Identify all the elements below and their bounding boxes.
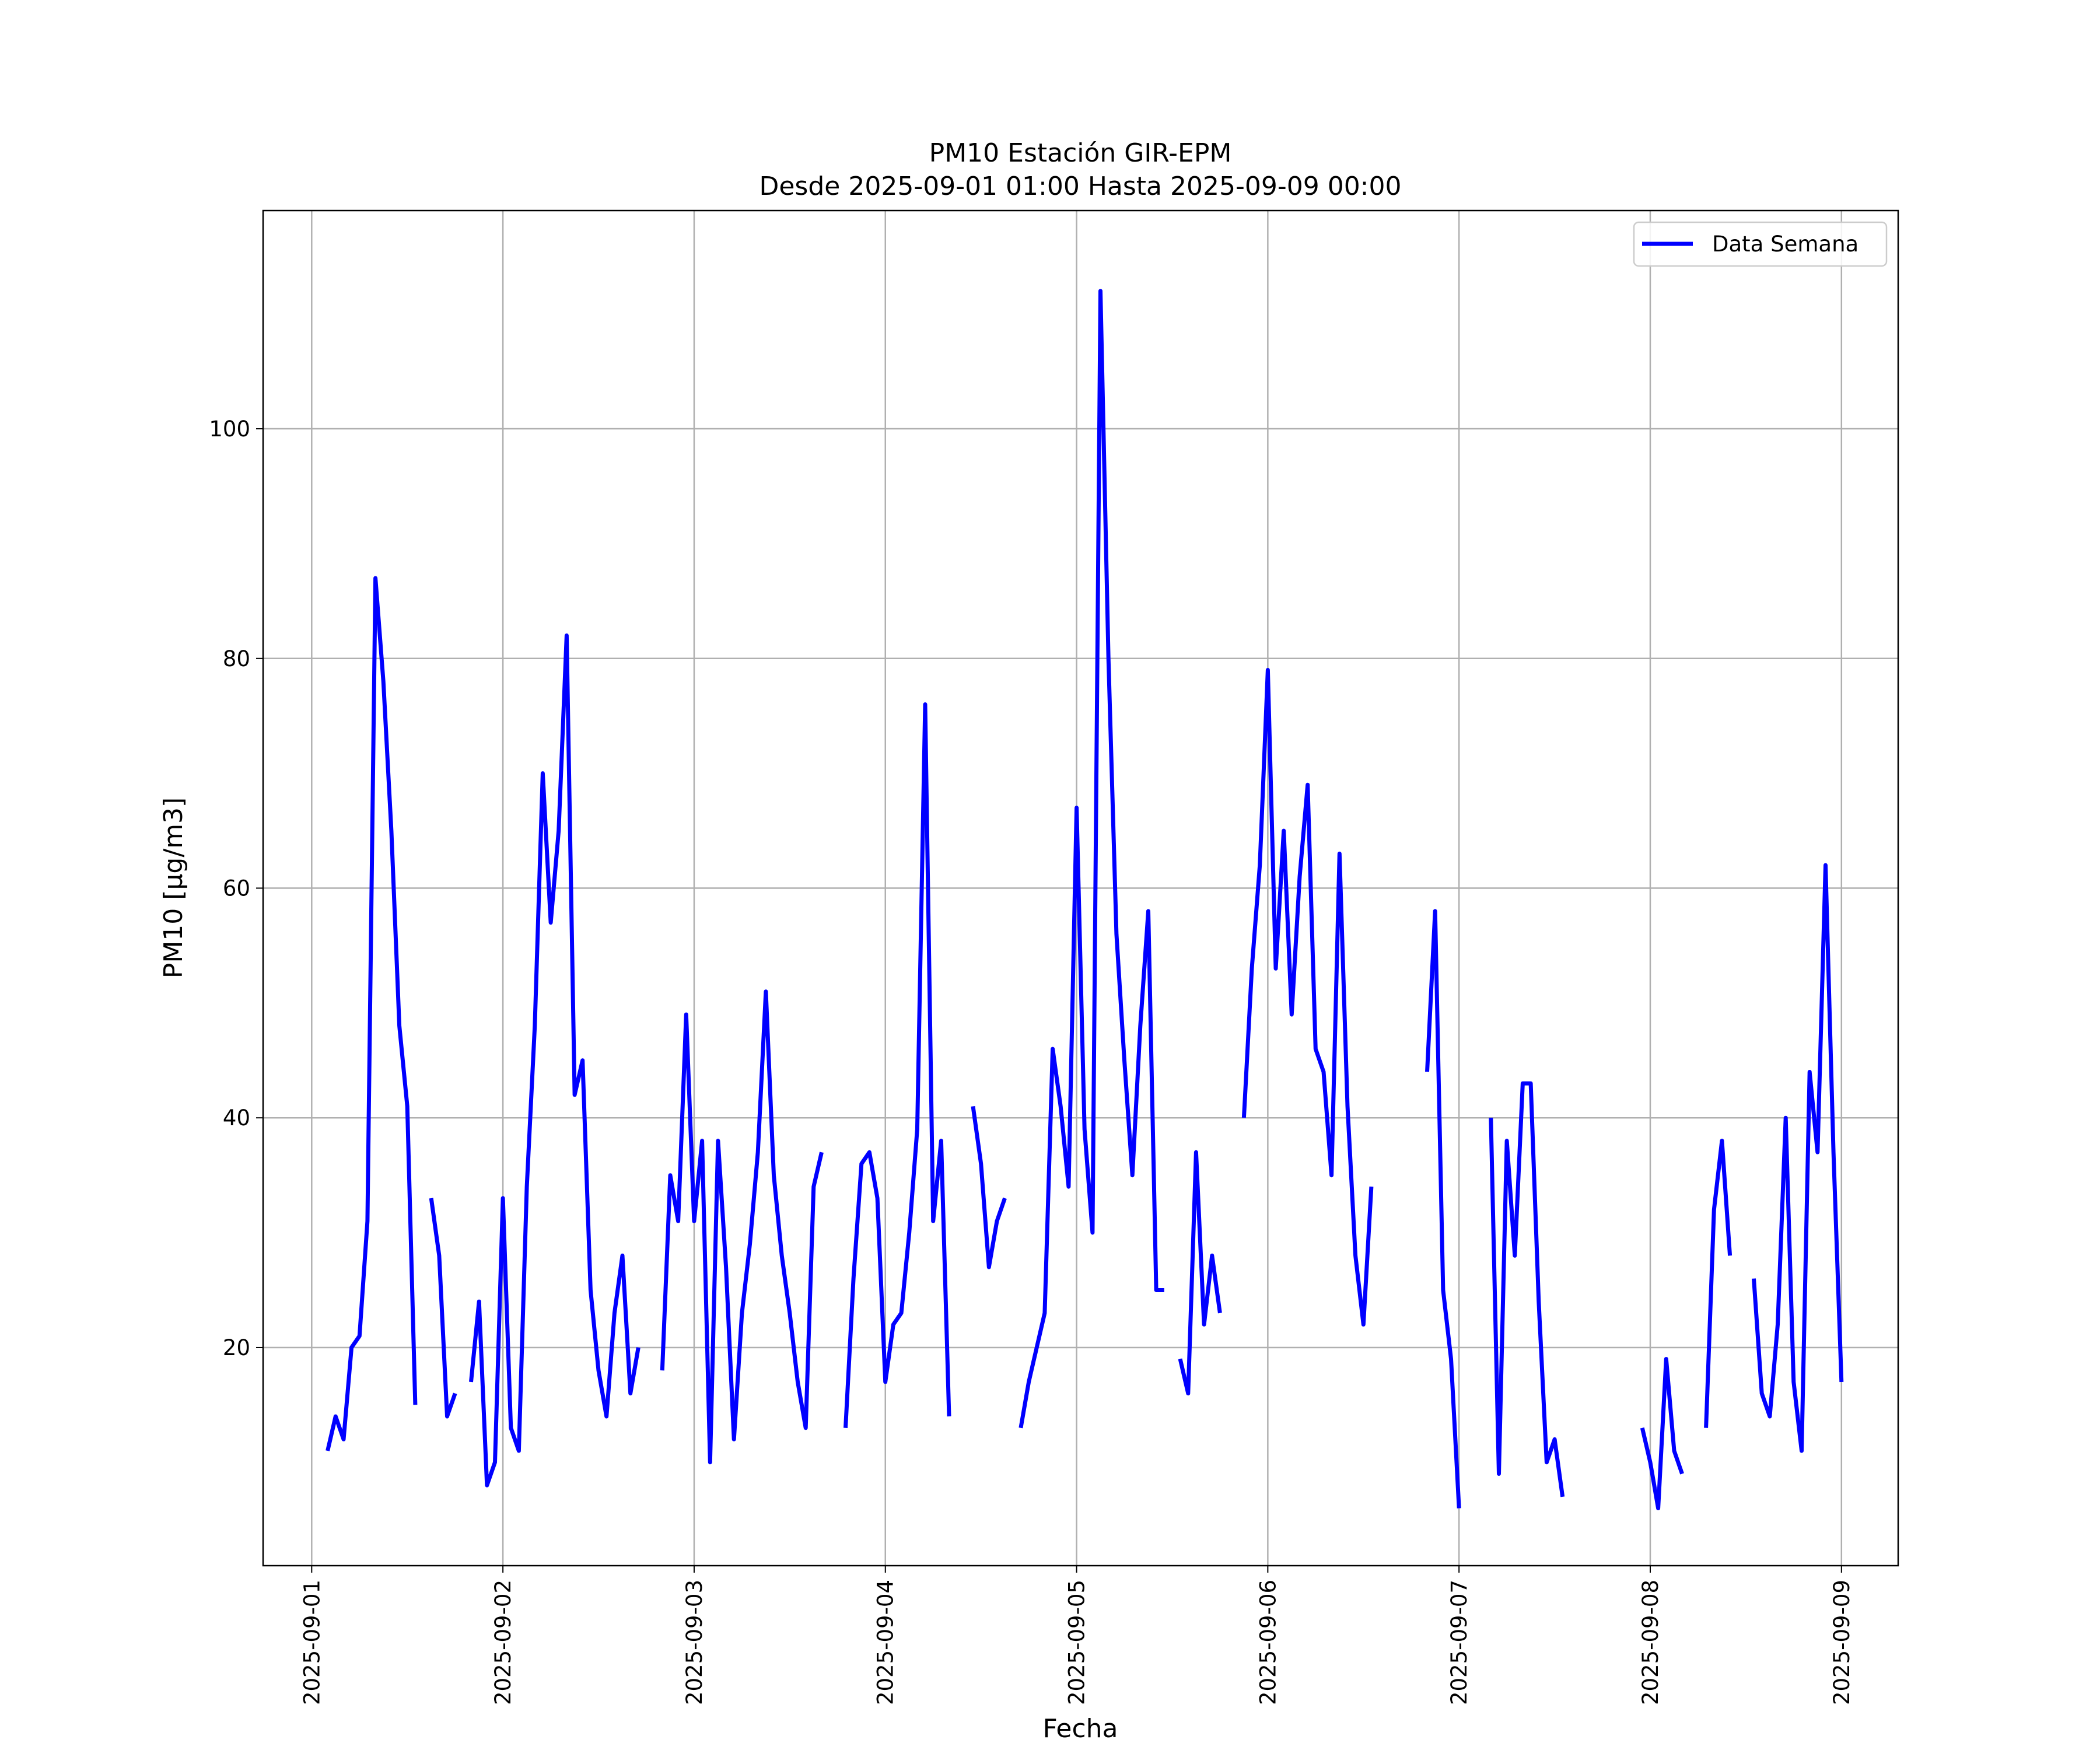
- series-line-segment: [660, 989, 824, 1465]
- series-line-segment: [429, 1198, 457, 1419]
- series-line-segment: [1752, 863, 1844, 1453]
- y-axis-ticks: 20 40 60 80 100: [209, 416, 263, 1360]
- y-tick-label: 20: [223, 1335, 250, 1360]
- series-data-semana: [326, 289, 1844, 1511]
- chart-subtitle: Desde 2025-09-01 01:00 Hasta 2025-09-09 …: [759, 172, 1401, 201]
- series-line-segment: [844, 702, 951, 1428]
- x-tick-label: 2025-09-04: [873, 1580, 898, 1705]
- legend: Data Semana: [1633, 221, 1888, 267]
- x-axis-label: Fecha: [1042, 1714, 1118, 1744]
- series-line-segment: [1425, 909, 1461, 1508]
- y-tick-label: 40: [223, 1105, 250, 1130]
- y-tick-label: 60: [223, 876, 250, 901]
- series-line-segment: [326, 576, 418, 1451]
- grid-lines: [263, 211, 1898, 1566]
- series-line-segment: [1640, 1357, 1684, 1511]
- series-line-segment: [971, 1106, 1007, 1269]
- x-tick-label: 2025-09-03: [682, 1580, 707, 1705]
- legend-label-data-semana: Data Semana: [1712, 232, 1859, 257]
- x-axis-ticks: 2025-09-01 2025-09-02 2025-09-03 2025-09-04…: [299, 1566, 1854, 1705]
- x-tick-label: 2025-09-02: [491, 1580, 516, 1705]
- x-tick-label: 2025-09-09: [1829, 1580, 1854, 1705]
- y-tick-label: 80: [223, 646, 250, 671]
- series-line-segment: [1019, 289, 1164, 1429]
- series-line-segment: [1489, 1081, 1565, 1497]
- chart-title: PM10 Estación GIR-EPM: [929, 138, 1232, 168]
- x-tick-label: 2025-09-07: [1447, 1580, 1472, 1705]
- x-tick-label: 2025-09-08: [1638, 1580, 1663, 1705]
- x-tick-label: 2025-09-01: [299, 1580, 324, 1705]
- series-line-segment: [1704, 1139, 1732, 1428]
- x-tick-label: 2025-09-06: [1255, 1580, 1280, 1705]
- y-axis-label: PM10 [μg/m3]: [159, 797, 188, 978]
- series-line-segment: [469, 633, 640, 1488]
- legend-box: [1633, 221, 1888, 267]
- x-tick-label: 2025-09-05: [1065, 1580, 1090, 1705]
- y-tick-label: 100: [209, 416, 250, 442]
- series-line-segment: [1178, 1150, 1222, 1396]
- series-line-segment: [1241, 668, 1374, 1327]
